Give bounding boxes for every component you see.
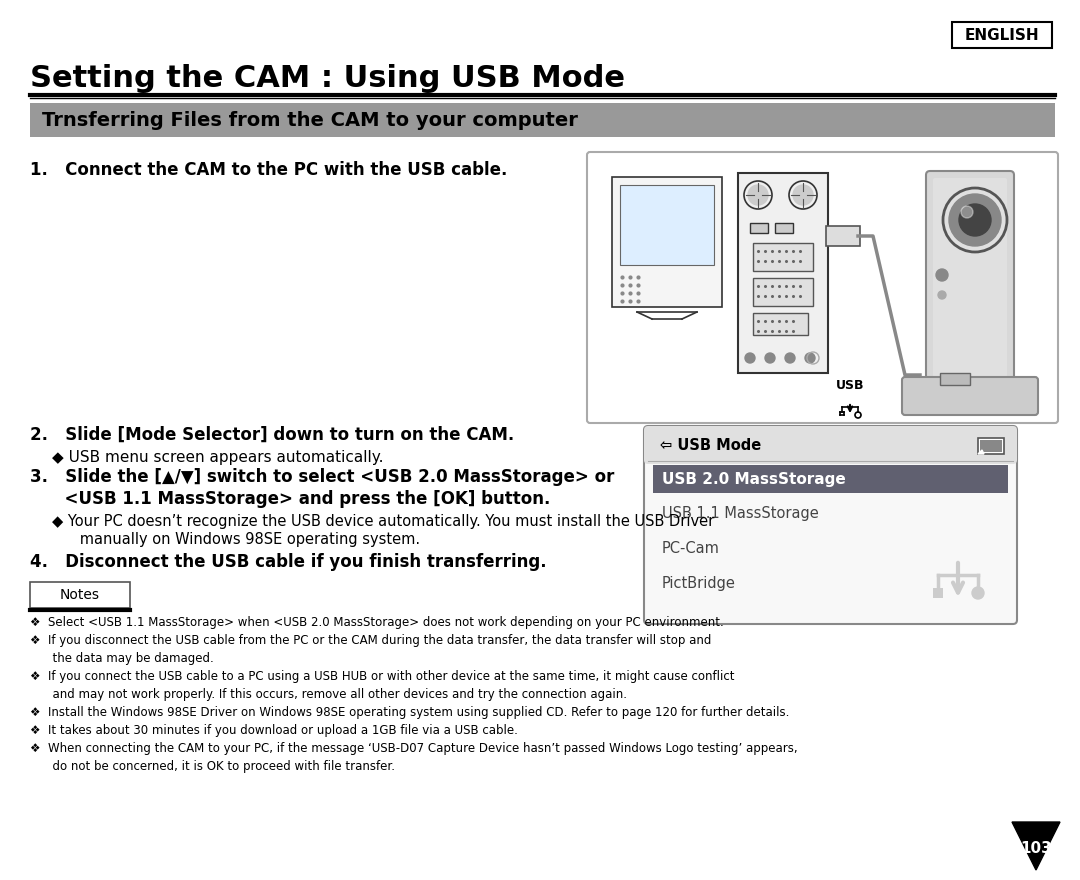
FancyBboxPatch shape: [775, 223, 793, 233]
Text: 1.   Connect the CAM to the PC with the USB cable.: 1. Connect the CAM to the PC with the US…: [30, 161, 508, 179]
Circle shape: [748, 185, 768, 205]
Text: ❖  If you disconnect the USB cable from the PC or the CAM during the data transf: ❖ If you disconnect the USB cable from t…: [30, 634, 712, 647]
FancyBboxPatch shape: [653, 465, 1008, 493]
Text: do not be concerned, it is OK to proceed with file transfer.: do not be concerned, it is OK to proceed…: [30, 759, 395, 773]
Text: ❖  Install the Windows 98SE Driver on Windows 98SE operating system using suppli: ❖ Install the Windows 98SE Driver on Win…: [30, 706, 789, 718]
Circle shape: [785, 353, 795, 363]
Text: ❖  It takes about 30 minutes if you download or upload a 1GB file via a USB cabl: ❖ It takes about 30 minutes if you downl…: [30, 723, 518, 737]
Circle shape: [939, 291, 946, 299]
Circle shape: [805, 353, 815, 363]
Circle shape: [793, 185, 813, 205]
Text: 2.   Slide [Mode Selector] down to turn on the CAM.: 2. Slide [Mode Selector] down to turn on…: [30, 426, 514, 444]
FancyBboxPatch shape: [902, 377, 1038, 415]
Text: PictBridge: PictBridge: [662, 576, 735, 590]
Text: PC-Cam: PC-Cam: [662, 540, 720, 555]
Circle shape: [959, 204, 991, 236]
Circle shape: [765, 353, 775, 363]
Circle shape: [961, 206, 973, 218]
Text: Setting the CAM : Using USB Mode: Setting the CAM : Using USB Mode: [30, 63, 625, 92]
Text: ⇦ USB Mode: ⇦ USB Mode: [660, 437, 761, 452]
Text: USB 2.0 MassStorage: USB 2.0 MassStorage: [662, 472, 846, 487]
FancyBboxPatch shape: [30, 103, 1055, 137]
Circle shape: [936, 269, 948, 281]
FancyBboxPatch shape: [933, 588, 943, 598]
Text: manually on Windows 98SE operating system.: manually on Windows 98SE operating syste…: [52, 532, 420, 546]
FancyBboxPatch shape: [738, 173, 828, 373]
Text: ◆ Your PC doesn’t recognize the USB device automatically. You must install the U: ◆ Your PC doesn’t recognize the USB devi…: [52, 514, 714, 529]
Text: USB 1.1 MassStorage: USB 1.1 MassStorage: [662, 505, 819, 520]
FancyBboxPatch shape: [926, 171, 1014, 384]
Text: ❖  Select <USB 1.1 MassStorage> when <USB 2.0 MassStorage> does not work dependi: ❖ Select <USB 1.1 MassStorage> when <USB…: [30, 615, 724, 628]
Text: 4.   Disconnect the USB cable if you finish transferring.: 4. Disconnect the USB cable if you finis…: [30, 553, 546, 571]
FancyBboxPatch shape: [620, 185, 714, 265]
FancyBboxPatch shape: [750, 223, 768, 233]
FancyBboxPatch shape: [753, 243, 813, 271]
Text: ENGLISH: ENGLISH: [964, 27, 1039, 42]
FancyBboxPatch shape: [951, 22, 1052, 48]
Text: 3.   Slide the [▲/▼] switch to select <USB 2.0 MassStorage> or: 3. Slide the [▲/▼] switch to select <USB…: [30, 468, 615, 486]
Text: Trnsferring Files from the CAM to your computer: Trnsferring Files from the CAM to your c…: [42, 111, 578, 129]
FancyBboxPatch shape: [940, 373, 970, 385]
FancyBboxPatch shape: [980, 440, 1002, 452]
Text: Notes: Notes: [60, 588, 100, 602]
Polygon shape: [1012, 822, 1059, 870]
FancyBboxPatch shape: [978, 438, 1004, 454]
Text: USB: USB: [836, 378, 864, 392]
FancyBboxPatch shape: [648, 430, 1013, 460]
Text: ❖  If you connect the USB cable to a PC using a USB HUB or with other device at : ❖ If you connect the USB cable to a PC u…: [30, 670, 734, 683]
FancyBboxPatch shape: [612, 177, 723, 307]
FancyBboxPatch shape: [933, 178, 1007, 377]
FancyBboxPatch shape: [753, 278, 813, 306]
FancyBboxPatch shape: [588, 152, 1058, 423]
Circle shape: [949, 194, 1001, 246]
FancyBboxPatch shape: [753, 313, 808, 335]
FancyBboxPatch shape: [644, 426, 1017, 624]
Circle shape: [972, 587, 984, 599]
Polygon shape: [978, 450, 984, 454]
FancyBboxPatch shape: [826, 226, 860, 246]
Text: and may not work properly. If this occurs, remove all other devices and try the : and may not work properly. If this occur…: [30, 687, 627, 700]
Text: ❖  When connecting the CAM to your PC, if the message ‘USB-D07 Capture Device ha: ❖ When connecting the CAM to your PC, if…: [30, 742, 798, 754]
Text: ◆ USB menu screen appears automatically.: ◆ USB menu screen appears automatically.: [52, 450, 383, 465]
Text: <USB 1.1 MassStorage> and press the [OK] button.: <USB 1.1 MassStorage> and press the [OK]…: [30, 490, 551, 508]
FancyBboxPatch shape: [644, 426, 1017, 464]
Text: 103: 103: [1021, 841, 1052, 856]
Circle shape: [745, 353, 755, 363]
FancyBboxPatch shape: [30, 582, 130, 608]
Text: the data may be damaged.: the data may be damaged.: [30, 651, 214, 664]
